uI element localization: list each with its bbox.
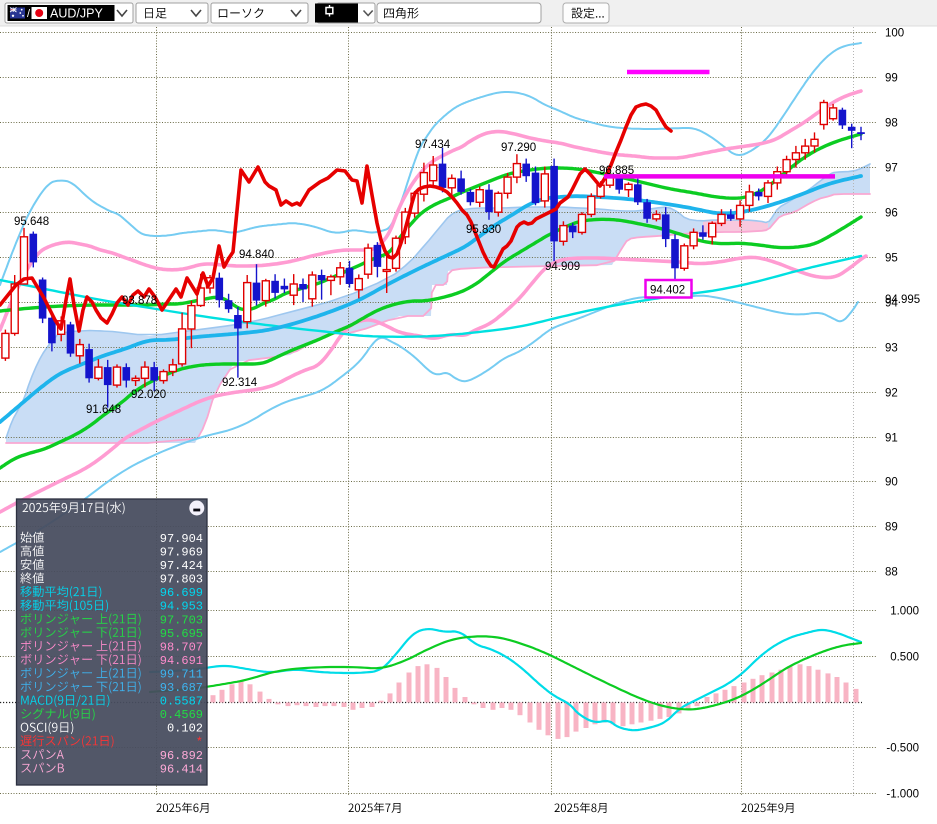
svg-text:0.5587: 0.5587: [160, 695, 203, 709]
svg-text:93: 93: [885, 343, 898, 355]
svg-text:97.290: 97.290: [501, 142, 536, 154]
svg-text:0.4569: 0.4569: [160, 708, 203, 722]
svg-text:-1.000: -1.000: [886, 789, 919, 801]
svg-text:94.953: 94.953: [160, 600, 203, 614]
svg-text:100: 100: [885, 28, 904, 40]
svg-text:0.500: 0.500: [890, 652, 919, 664]
svg-text:97.803: 97.803: [160, 573, 203, 587]
svg-text:*: *: [196, 735, 203, 749]
svg-text:-0.500: -0.500: [886, 743, 919, 755]
svg-text:96.885: 96.885: [599, 165, 634, 177]
svg-text:92.020: 92.020: [131, 389, 166, 401]
svg-text:97.703: 97.703: [160, 613, 203, 627]
svg-text:95: 95: [885, 253, 898, 265]
svg-text:94.995: 94.995: [885, 294, 920, 306]
svg-text:94.402: 94.402: [650, 285, 685, 297]
svg-text:/: /: [27, 8, 31, 20]
svg-text:97.434: 97.434: [415, 139, 451, 151]
svg-text:95.830: 95.830: [466, 224, 501, 236]
svg-text:94.691: 94.691: [160, 654, 203, 668]
svg-text:89: 89: [885, 522, 898, 534]
svg-text:95.695: 95.695: [160, 627, 203, 641]
svg-text:96.892: 96.892: [160, 749, 203, 763]
svg-text:94.840: 94.840: [239, 249, 274, 261]
svg-text:92: 92: [885, 388, 898, 400]
svg-text:96: 96: [885, 208, 898, 220]
svg-text:96.699: 96.699: [160, 586, 203, 600]
svg-text:94: 94: [885, 298, 898, 310]
svg-text:97.904: 97.904: [160, 532, 203, 546]
svg-text:95.648: 95.648: [14, 216, 49, 228]
svg-text:90: 90: [885, 477, 898, 489]
svg-text:96.414: 96.414: [160, 762, 203, 776]
svg-text:0.102: 0.102: [167, 722, 203, 736]
svg-text:92.314: 92.314: [222, 377, 258, 389]
svg-text:94.909: 94.909: [545, 261, 580, 273]
svg-text:99.711: 99.711: [160, 668, 203, 682]
svg-text:1.000: 1.000: [890, 606, 919, 618]
svg-text:98: 98: [885, 118, 898, 130]
svg-text:97.424: 97.424: [160, 559, 203, 573]
svg-text:99: 99: [885, 73, 898, 85]
svg-text:97.969: 97.969: [160, 546, 203, 560]
svg-text:91: 91: [885, 433, 898, 445]
svg-text:97: 97: [885, 163, 898, 175]
svg-text:93.687: 93.687: [160, 681, 203, 695]
svg-text:98.707: 98.707: [160, 640, 203, 654]
svg-text:91.648: 91.648: [86, 404, 121, 416]
svg-text:88: 88: [885, 567, 898, 579]
svg-text:93.878: 93.878: [122, 295, 157, 307]
svg-text:AUD/JPY: AUD/JPY: [50, 7, 103, 21]
